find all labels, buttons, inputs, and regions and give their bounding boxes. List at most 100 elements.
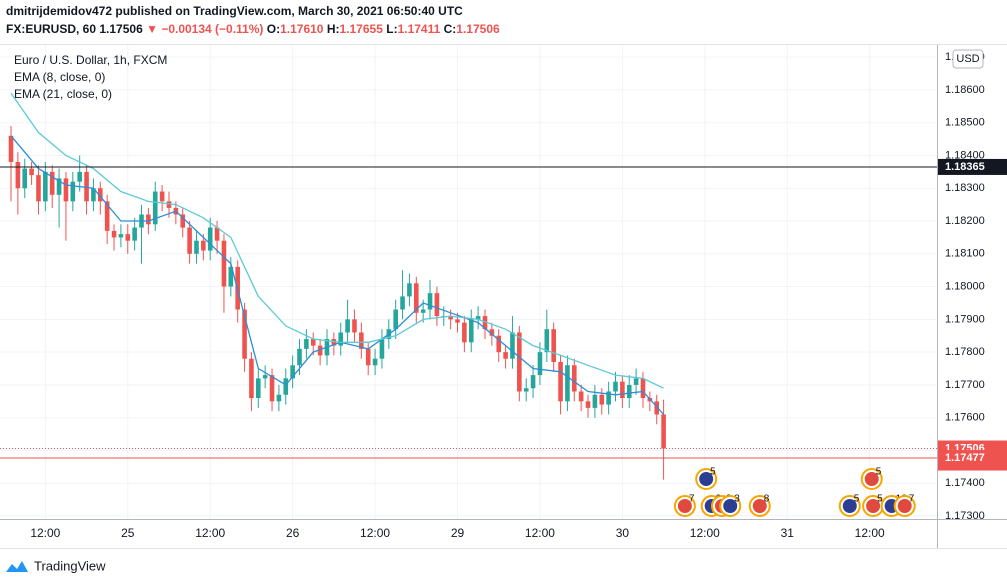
- candle-body: [393, 309, 398, 330]
- ema-line: [10, 92, 664, 389]
- candle-body: [111, 230, 117, 238]
- candle: [523, 378, 529, 402]
- candle: [393, 299, 398, 340]
- candle: [104, 194, 110, 244]
- footer-brand: TradingView: [34, 558, 106, 573]
- price-tag-label: 1.18365: [945, 161, 985, 173]
- currency-badge[interactable]: [952, 49, 984, 69]
- candle-body: [104, 201, 110, 231]
- candle-body: [365, 348, 371, 366]
- candle-body: [290, 365, 295, 379]
- y-tick-label: 1.17900: [945, 313, 985, 325]
- candle-body: [345, 319, 350, 333]
- candle: [125, 224, 131, 254]
- candle-body: [420, 309, 426, 313]
- candle: [91, 178, 96, 212]
- candle-body: [43, 171, 48, 202]
- candle-body: [407, 283, 412, 297]
- candle-body: [413, 283, 419, 313]
- candle-body: [49, 171, 55, 195]
- candle: [571, 358, 577, 402]
- candle: [159, 184, 165, 212]
- candle: [338, 322, 344, 356]
- candle-body: [310, 339, 316, 346]
- candle: [517, 325, 522, 402]
- x-tick-label: 25: [121, 526, 135, 540]
- y-tick-label: 1.18300: [945, 182, 985, 194]
- candle: [221, 234, 227, 313]
- candle: [118, 224, 124, 248]
- candle: [496, 329, 502, 362]
- event-flag: [752, 499, 767, 513]
- candle-body: [599, 394, 605, 405]
- candle-body: [400, 296, 405, 310]
- y-tick-label: 1.18200: [945, 215, 985, 227]
- candle-body: [255, 378, 261, 399]
- chart-title: Euro / U.S. Dollar, 1h, FXCM: [14, 53, 167, 67]
- candle-body: [338, 332, 344, 346]
- candle-body: [331, 339, 337, 346]
- event-flag: [842, 499, 857, 513]
- candle-body: [558, 361, 563, 402]
- candle-body: [249, 358, 254, 399]
- candle-body: [613, 381, 618, 392]
- candle: [544, 309, 550, 362]
- currency[interactable]: USD: [956, 53, 979, 65]
- candle: [331, 332, 337, 356]
- candle: [304, 329, 309, 359]
- candle: [70, 171, 76, 212]
- event-flag: [866, 499, 881, 513]
- candle-body: [654, 401, 660, 415]
- candle: [15, 152, 21, 215]
- x-tick-label: 31: [781, 526, 795, 540]
- x-tick-label: 12:00: [855, 526, 885, 540]
- candle-body: [84, 171, 89, 202]
- candle-body: [510, 332, 515, 359]
- event-flag: [897, 499, 912, 513]
- candle-body: [606, 391, 611, 405]
- candle: [606, 381, 611, 415]
- candle-body: [70, 181, 76, 202]
- legend-ema21: EMA (21, close, 0): [14, 87, 112, 101]
- event-count: 5: [710, 467, 716, 478]
- candle: [661, 399, 666, 480]
- event-count: 5: [854, 494, 860, 505]
- candle-body: [242, 309, 247, 359]
- candle-body: [29, 168, 34, 176]
- candle-body: [77, 171, 82, 182]
- candle-body: [359, 332, 364, 349]
- candle-body: [304, 339, 309, 349]
- candle: [84, 165, 89, 215]
- candle: [626, 375, 632, 408]
- candle-body: [97, 188, 103, 202]
- candle: [510, 316, 515, 369]
- candle: [269, 368, 275, 412]
- symbol: FX:EURUSD, 60: [6, 22, 96, 36]
- last: 1.17506: [99, 22, 143, 36]
- candle: [455, 312, 460, 333]
- candle: [283, 368, 289, 405]
- candle-body: [283, 378, 289, 395]
- plot: 557233855167: [0, 92, 937, 517]
- candle: [530, 365, 536, 399]
- candle: [132, 217, 137, 251]
- candle-body: [159, 191, 165, 202]
- candle: [503, 345, 508, 369]
- candle-body: [585, 401, 591, 408]
- candle: [276, 384, 282, 412]
- candle: [29, 162, 34, 185]
- candle: [427, 280, 433, 320]
- candle-body: [496, 335, 502, 353]
- candle-body: [455, 319, 460, 323]
- candle: [214, 221, 220, 254]
- high: 1.17655: [340, 22, 384, 36]
- candle: [194, 230, 199, 264]
- x-tick-label: 12:00: [360, 526, 390, 540]
- candle-body: [530, 375, 536, 389]
- candle-body: [372, 358, 378, 366]
- candle: [407, 273, 412, 307]
- candle: [207, 217, 213, 261]
- legend-ema8: EMA (8, close, 0): [14, 70, 105, 84]
- candle: [97, 181, 103, 215]
- candle: [345, 299, 350, 343]
